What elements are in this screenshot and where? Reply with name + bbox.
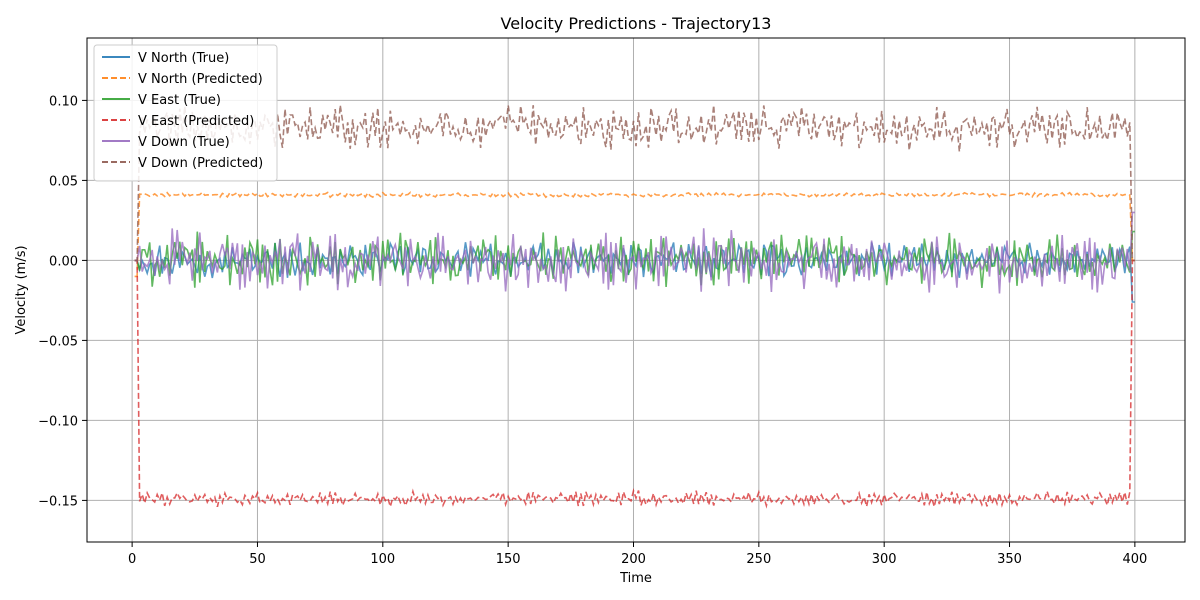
chart-title: Velocity Predictions - Trajectory13 xyxy=(501,14,772,33)
x-tick-label: 50 xyxy=(249,552,266,567)
series-line-v-east-predicted xyxy=(134,259,1135,510)
y-tick-label: −0.15 xyxy=(38,494,78,509)
x-tick-label: 300 xyxy=(872,552,897,567)
x-tick-label: 0 xyxy=(128,552,136,567)
y-tick-label: −0.10 xyxy=(38,414,78,429)
y-tick-label: 0.10 xyxy=(49,94,78,109)
y-axis-label: Velocity (m/s) xyxy=(14,245,29,334)
legend-label: V Down (True) xyxy=(138,135,230,150)
y-tick-label: 0.05 xyxy=(49,174,78,189)
x-tick-label: 150 xyxy=(496,552,521,567)
series-line-v-down-true xyxy=(134,211,1135,294)
legend-label: V Down (Predicted) xyxy=(138,156,263,171)
legend-label: V North (Predicted) xyxy=(138,72,263,87)
x-tick-label: 350 xyxy=(997,552,1022,567)
series-line-v-down-predicted xyxy=(134,105,1135,262)
x-tick-label: 250 xyxy=(746,552,771,567)
legend-box xyxy=(93,44,278,182)
series-layer xyxy=(134,105,1135,510)
x-axis-label: Time xyxy=(619,571,652,586)
x-tick-label: 200 xyxy=(621,552,646,567)
axis-ticks: 0 50 100 150 200 250 300 350 400 −0.15 −0.10 −0.05 0… xyxy=(38,94,1147,567)
legend-label: V East (True) xyxy=(138,93,221,108)
legend-label: V East (Predicted) xyxy=(138,114,254,129)
y-tick-label: −0.05 xyxy=(38,334,78,349)
x-tick-label: 400 xyxy=(1122,552,1147,567)
y-tick-label: 0.00 xyxy=(49,254,78,269)
series-line-v-north-predicted xyxy=(134,190,1135,278)
plot-frame xyxy=(86,37,1186,543)
legend: V North (True) V North (Predicted) V East … xyxy=(93,44,278,182)
legend-label: V North (True) xyxy=(138,51,229,66)
x-tick-label: 100 xyxy=(370,552,395,567)
